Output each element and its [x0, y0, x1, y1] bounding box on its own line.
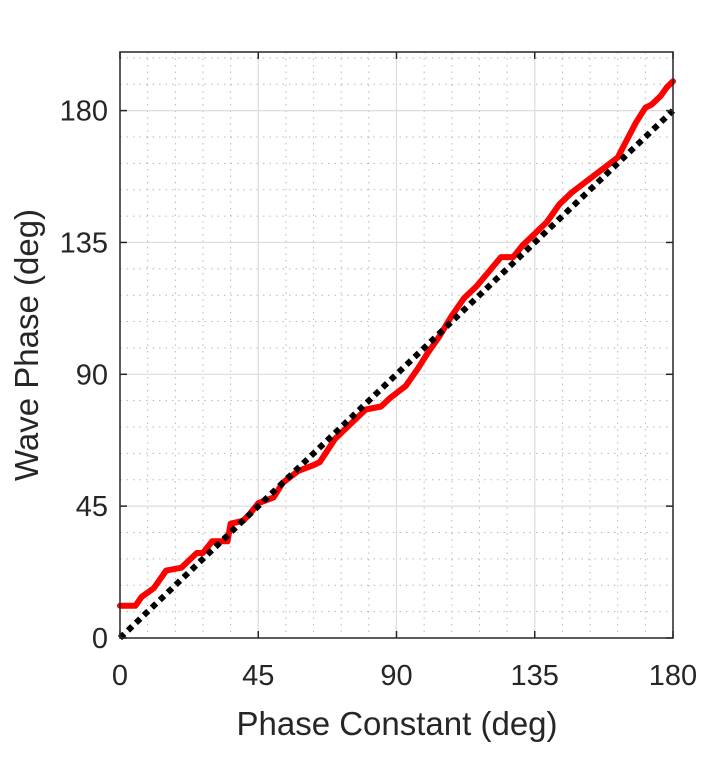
x-axis-label: Phase Constant (deg) — [236, 705, 557, 742]
x-tick-labels: 0 45 90 135 180 — [112, 660, 697, 692]
y-tick-labels: 0 45 90 135 180 — [60, 96, 108, 655]
series-line-0 — [117, 78, 676, 609]
series-layer — [117, 78, 676, 641]
y-tick-label: 45 — [76, 491, 108, 523]
y-tick-label: 90 — [76, 359, 108, 391]
x-tick-label: 135 — [511, 660, 559, 692]
x-tick-label: 180 — [649, 660, 697, 692]
y-tick-label: 180 — [60, 96, 108, 128]
y-tick-label: 0 — [92, 623, 108, 655]
x-tick-label: 90 — [380, 660, 412, 692]
x-tick-label: 0 — [112, 660, 128, 692]
y-axis-label: Wave Phase (deg) — [8, 209, 45, 481]
x-tick-label: 45 — [242, 660, 274, 692]
major-grid — [120, 52, 673, 638]
axis-ticks — [119, 52, 674, 639]
y-tick-label: 135 — [60, 227, 108, 259]
minor-grid — [120, 52, 673, 638]
